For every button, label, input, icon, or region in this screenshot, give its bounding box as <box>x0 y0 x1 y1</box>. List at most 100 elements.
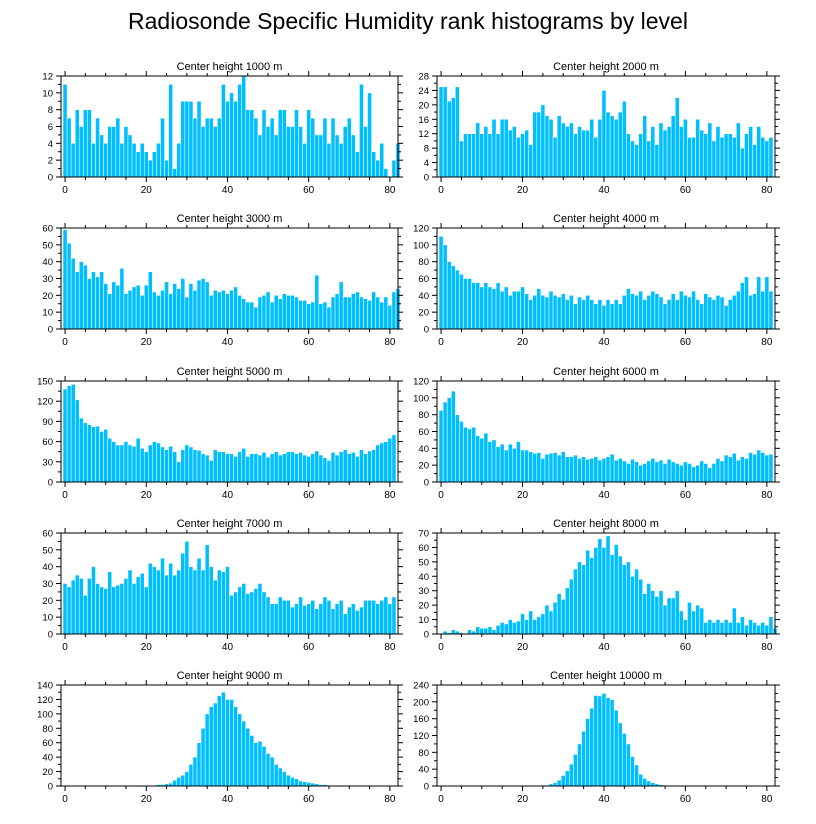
histogram-bar <box>225 101 230 178</box>
histogram-bar <box>74 399 80 483</box>
y-tick-label: 40 <box>42 257 53 268</box>
histogram-bar <box>253 117 259 178</box>
histogram-bar <box>277 109 283 178</box>
histogram-bar <box>363 126 368 178</box>
histogram-bar <box>233 286 238 330</box>
histogram-bar <box>208 566 214 635</box>
histogram-bar <box>294 603 299 635</box>
histogram-bar <box>674 299 680 330</box>
y-tick-label: 60 <box>418 427 429 438</box>
histogram-bar <box>585 129 590 178</box>
histogram-bar <box>548 453 554 483</box>
histogram-bar <box>617 555 623 635</box>
y-tick-label: 60 <box>418 543 429 554</box>
histogram-bar <box>634 568 639 635</box>
histogram-bar <box>269 117 275 178</box>
histogram-bar <box>642 299 647 330</box>
histogram-bar <box>446 397 452 483</box>
histogram-bar <box>687 296 692 330</box>
histogram-bar <box>127 569 133 635</box>
x-tick-label: 40 <box>598 185 610 196</box>
histogram-bar <box>719 137 725 178</box>
histogram-bar <box>330 117 336 178</box>
histogram-bar <box>764 276 770 330</box>
histogram-bar <box>265 291 271 330</box>
histogram-bar <box>383 168 389 178</box>
histogram-bar <box>95 117 100 178</box>
y-tick-label: 60 <box>418 274 429 285</box>
histogram-bar <box>192 756 198 787</box>
histogram-bar <box>176 461 182 483</box>
histogram-bar <box>674 97 680 178</box>
histogram-bar <box>622 295 627 330</box>
histogram-bar <box>383 296 389 330</box>
histogram-bar <box>731 137 737 178</box>
histogram-bar <box>391 291 397 330</box>
histogram-bar <box>654 596 660 635</box>
histogram-bar <box>552 602 558 635</box>
histogram-bar <box>208 706 214 787</box>
histogram-bar <box>200 728 206 787</box>
histogram-bar <box>221 290 226 330</box>
histogram-bar <box>103 283 108 330</box>
histogram-bar <box>715 458 721 483</box>
x-tick-label: 80 <box>384 642 396 653</box>
histogram-bar <box>475 122 481 178</box>
histogram-bar <box>532 295 538 330</box>
histogram-bar <box>565 770 570 787</box>
histogram-bar <box>221 571 226 635</box>
histogram-bar <box>630 756 635 787</box>
histogram-bar <box>565 299 570 330</box>
x-tick-label: 40 <box>598 490 610 501</box>
histogram-bar <box>459 140 464 178</box>
histogram-bar <box>524 129 529 178</box>
histogram-bar <box>127 444 133 483</box>
histogram-bar <box>233 706 238 787</box>
histogram-bar <box>172 451 177 483</box>
y-tick-label: 40 <box>42 753 53 764</box>
y-tick-label: 10 <box>418 615 429 626</box>
histogram-bar <box>103 429 108 483</box>
panel-title: Center height 6000 m <box>553 366 659 378</box>
histogram-bar <box>282 293 287 330</box>
histogram-bar <box>298 126 303 178</box>
histogram-bar <box>115 444 121 483</box>
histogram-bar <box>156 143 161 178</box>
histogram-bar <box>359 84 364 178</box>
histogram-bar <box>66 586 72 635</box>
histogram-bar <box>314 450 320 483</box>
histogram-bar <box>391 159 397 178</box>
y-tick-label: 0 <box>424 325 429 336</box>
histogram-bar <box>306 782 311 787</box>
histogram-bar <box>225 453 230 483</box>
histogram-bar <box>217 291 222 330</box>
histogram-bar <box>483 627 489 635</box>
histogram-bar <box>723 619 729 635</box>
histogram-bar <box>330 296 336 330</box>
histogram-bar <box>249 453 255 483</box>
histogram-bar <box>213 290 218 330</box>
histogram-bar <box>670 115 676 178</box>
histogram-bar <box>338 451 344 483</box>
histogram-bar <box>560 599 566 635</box>
y-tick-label: 60 <box>42 529 53 540</box>
histogram-bar <box>168 446 173 483</box>
histogram-bar <box>560 122 566 178</box>
histogram-bar <box>609 554 615 635</box>
x-tick-label: 40 <box>222 794 234 805</box>
histogram-bar <box>650 590 656 635</box>
histogram-bar <box>334 603 340 635</box>
histogram-bar <box>727 299 733 330</box>
histogram-bar <box>213 579 218 635</box>
histogram-bar <box>131 446 137 483</box>
histogram-bar <box>642 115 647 178</box>
histogram-bar <box>609 699 615 787</box>
histogram-bar <box>593 456 599 483</box>
x-tick-label: 40 <box>222 490 234 501</box>
histogram-bar <box>642 778 647 787</box>
histogram-bar <box>123 293 129 330</box>
histogram-bar <box>286 774 291 787</box>
histogram-bar <box>314 134 320 178</box>
histogram-bar <box>99 586 104 635</box>
histogram-bar <box>306 603 311 635</box>
